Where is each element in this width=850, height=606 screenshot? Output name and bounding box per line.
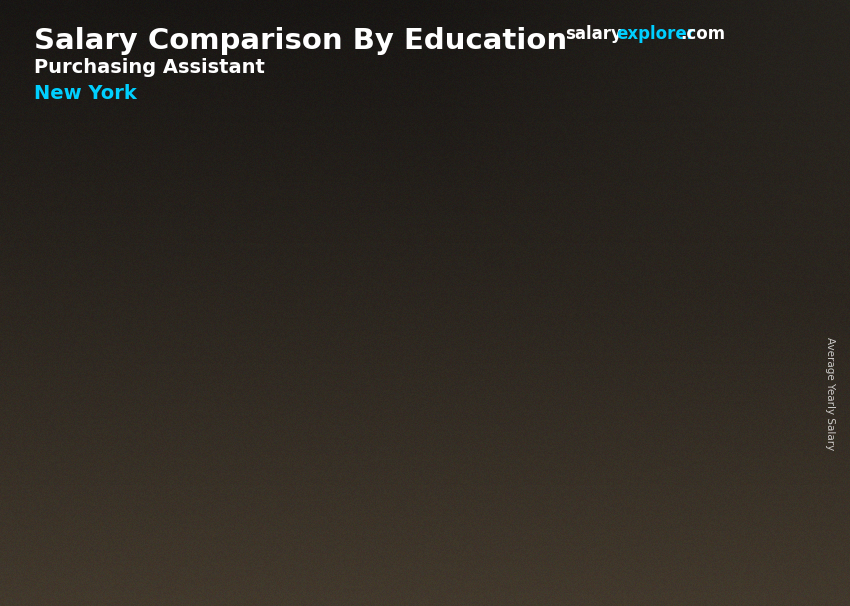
Text: New York: New York — [34, 84, 137, 102]
Bar — [714, 79, 795, 84]
Bar — [714, 84, 795, 88]
Bar — [714, 33, 746, 62]
Text: Salary Comparison By Education: Salary Comparison By Education — [34, 27, 567, 55]
Bar — [714, 42, 795, 46]
Text: .com: .com — [680, 25, 725, 44]
Bar — [714, 67, 795, 71]
Bar — [714, 46, 795, 50]
Bar — [714, 62, 795, 67]
Bar — [714, 55, 795, 59]
Polygon shape — [465, 381, 478, 545]
Text: +57%: +57% — [329, 256, 418, 284]
Text: Average Yearly Salary: Average Yearly Salary — [825, 338, 836, 450]
Polygon shape — [144, 436, 245, 450]
Bar — [714, 38, 795, 42]
Text: +68%: +68% — [562, 144, 652, 173]
Polygon shape — [698, 279, 711, 545]
Bar — [609, 293, 698, 545]
Text: Purchasing Assistant: Purchasing Assistant — [34, 58, 265, 76]
Bar — [714, 59, 795, 62]
Polygon shape — [609, 279, 711, 293]
Bar — [714, 71, 795, 75]
Bar — [144, 450, 232, 545]
Bar — [714, 75, 795, 79]
Polygon shape — [377, 381, 478, 395]
Text: 31,100 USD: 31,100 USD — [146, 415, 242, 430]
Text: 81,800 USD: 81,800 USD — [612, 259, 709, 274]
Polygon shape — [232, 436, 245, 545]
Text: explorer: explorer — [616, 25, 695, 44]
Text: salary: salary — [565, 25, 622, 44]
Bar — [377, 395, 465, 545]
Bar — [714, 33, 795, 38]
Text: 48,800 USD: 48,800 USD — [379, 361, 475, 376]
Bar — [714, 50, 795, 55]
